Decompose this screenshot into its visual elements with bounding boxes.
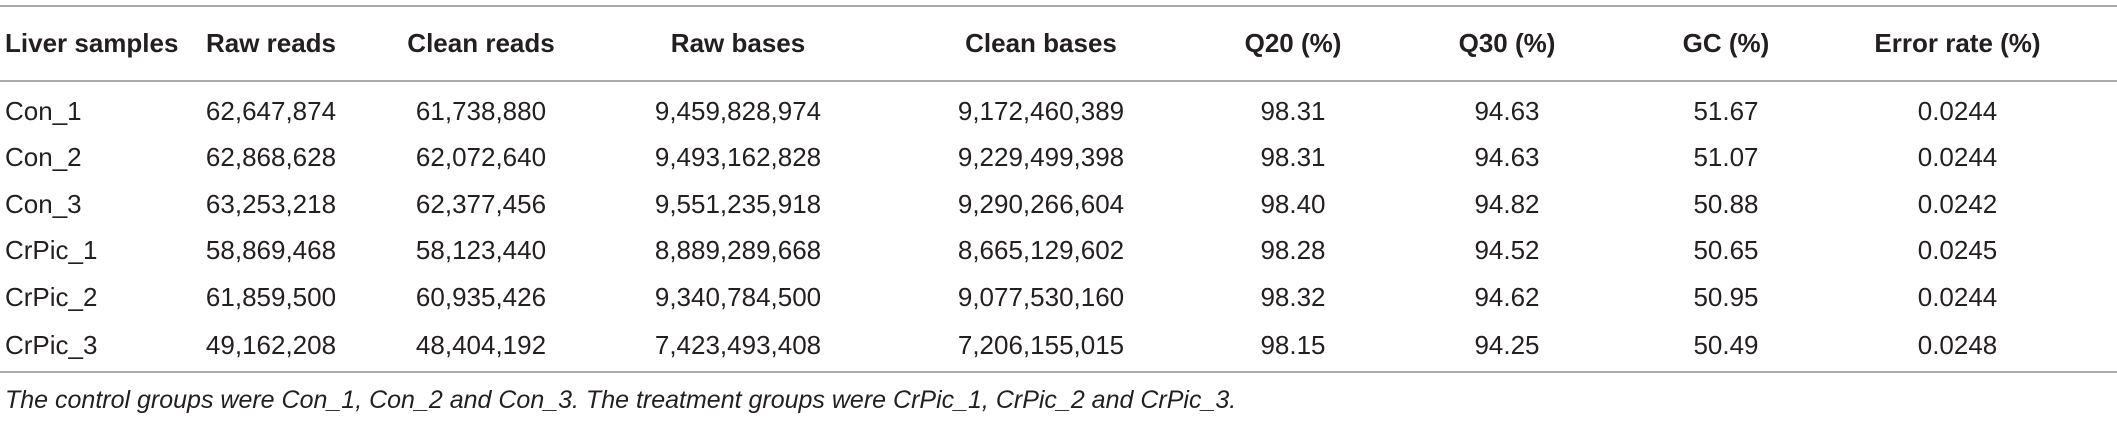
- table-row: CrPic_2 61,859,500 60,935,426 9,340,784,…: [0, 274, 2117, 321]
- table-cell: 51.07: [1693, 142, 1759, 173]
- table-cell: Con_1: [5, 95, 82, 126]
- header-cell: Error rate (%): [1798, 7, 2117, 82]
- table-cell: 9,459,828,974: [654, 95, 822, 126]
- table-cell: 7,206,155,015: [856, 320, 1226, 373]
- header-cell: Clean reads: [342, 7, 620, 82]
- table-cell: 98.28: [1260, 235, 1326, 266]
- table-cell: 7,423,493,408: [620, 320, 856, 373]
- table-cell: 94.63: [1474, 142, 1540, 173]
- table-cell: 98.31: [1260, 142, 1326, 173]
- table-cell: 94.63: [1474, 95, 1540, 126]
- table-cell: Con_2: [5, 142, 82, 173]
- table-cell: 58,869,468: [205, 235, 337, 266]
- table-cell: 62,647,874: [205, 95, 337, 126]
- table-cell: 60,935,426: [415, 281, 547, 312]
- table-cell: 50.95: [1693, 281, 1759, 312]
- top-rule: [0, 5, 2117, 7]
- table-cell: CrPic_1: [5, 235, 98, 266]
- header-cell: Raw reads: [200, 7, 342, 82]
- table-row: Con_2 62,868,628 62,072,640 9,493,162,82…: [0, 135, 2117, 182]
- sequencing-table: Liver samples Raw reads Clean reads Raw …: [0, 7, 2117, 373]
- table-cell: 61,738,880: [415, 95, 547, 126]
- table-cell: 62,868,628: [205, 142, 337, 173]
- table-cell: 98.40: [1260, 188, 1326, 219]
- header-cell: Liver samples: [0, 7, 200, 82]
- table-cell: 48,404,192: [342, 320, 620, 373]
- table-cell: 9,172,460,389: [957, 95, 1125, 126]
- table-cell: 9,493,162,828: [654, 142, 822, 173]
- header-cell: Raw bases: [620, 7, 856, 82]
- table-cell: 61,859,500: [205, 281, 337, 312]
- table-cell: 62,377,456: [415, 188, 547, 219]
- table-cell: 9,340,784,500: [654, 281, 822, 312]
- table-cell: 8,889,289,668: [654, 235, 822, 266]
- table-cell: 9,077,530,160: [957, 281, 1125, 312]
- table-cell: 8,665,129,602: [957, 235, 1125, 266]
- table-cell: 9,551,235,918: [654, 188, 822, 219]
- table-cell: 50.49: [1654, 320, 1798, 373]
- table-row: Con_3 63,253,218 62,377,456 9,551,235,91…: [0, 181, 2117, 228]
- table-cell: 94.52: [1474, 235, 1540, 266]
- table-row: CrPic_1 58,869,468 58,123,440 8,889,289,…: [0, 228, 2117, 275]
- table-cell: 9,229,499,398: [957, 142, 1125, 173]
- table-cell: 50.88: [1693, 188, 1759, 219]
- header-cell: GC (%): [1654, 7, 1798, 82]
- table-cell: 0.0244: [1917, 95, 1998, 126]
- table-cell: 62,072,640: [415, 142, 547, 173]
- table-cell: 0.0244: [1917, 281, 1998, 312]
- table-row: CrPic_3 49,162,208 48,404,192 7,423,493,…: [0, 320, 2117, 373]
- table-cell: 51.67: [1693, 95, 1759, 126]
- table-cell: 50.65: [1693, 235, 1759, 266]
- header-cell: Q30 (%): [1360, 7, 1654, 82]
- table-cell: 0.0248: [1798, 320, 2117, 373]
- table-cell: 94.25: [1360, 320, 1654, 373]
- table-cell: Con_3: [5, 188, 82, 219]
- table-row: Con_1 62,647,874 61,738,880 9,459,828,97…: [0, 81, 2117, 135]
- table-cell: 9,290,266,604: [957, 188, 1125, 219]
- table-footnote: The control groups were Con_1, Con_2 and…: [5, 386, 1237, 414]
- table-cell: CrPic_2: [5, 281, 98, 312]
- header-cell: Q20 (%): [1226, 7, 1360, 82]
- table-cell: 49,162,208: [200, 320, 342, 373]
- table-cell: 58,123,440: [415, 235, 547, 266]
- table-cell: 94.82: [1474, 188, 1540, 219]
- table-cell: 0.0244: [1917, 142, 1998, 173]
- table-cell: 0.0242: [1917, 188, 1998, 219]
- table-cell: 94.62: [1474, 281, 1540, 312]
- header-row: Liver samples Raw reads Clean reads Raw …: [0, 7, 2117, 82]
- table-cell: 0.0245: [1917, 235, 1998, 266]
- table-cell: 98.32: [1260, 281, 1326, 312]
- table-cell: 98.15: [1226, 320, 1360, 373]
- table-cell: 98.31: [1260, 95, 1326, 126]
- table-cell: 63,253,218: [205, 188, 337, 219]
- table-cell: CrPic_3: [0, 320, 200, 373]
- header-cell: Clean bases: [856, 7, 1226, 82]
